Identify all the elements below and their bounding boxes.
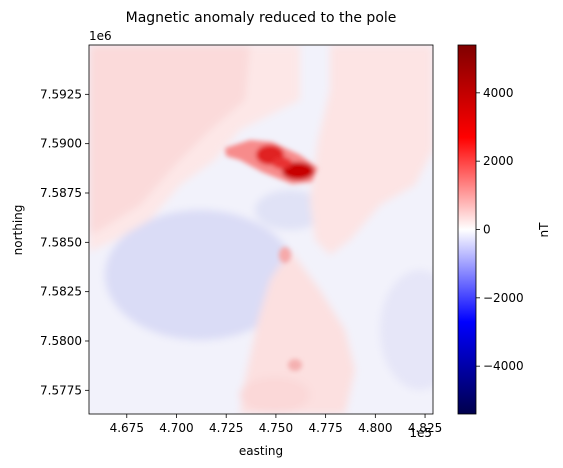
x-tick-label: 4.750 (259, 421, 293, 435)
y-axis: 7.5775 7.5800 7.5825 7.5850 7.5875 7.5900 7.59… (40, 87, 89, 397)
x-tick-label: 4.700 (159, 421, 193, 435)
y-tick-label: 7.5850 (40, 235, 82, 249)
y-tick-label: 7.5775 (40, 383, 82, 397)
colorbar-tick-label: −2000 (483, 291, 524, 305)
colorbar-tick-label: −4000 (483, 359, 524, 373)
colorbar-tick-label: 2000 (483, 154, 514, 168)
y-axis-label: northing (11, 205, 25, 256)
x-offset-label: 1e5 (409, 426, 432, 440)
colorbar-label: nT (537, 222, 551, 238)
plot-frame (88, 44, 434, 415)
x-tick-label: 4.800 (358, 421, 392, 435)
y-tick-label: 7.5900 (40, 137, 82, 151)
x-tick-label: 4.775 (308, 421, 342, 435)
x-axis: 4.675 4.700 4.725 4.750 4.775 4.800 4.825 (110, 414, 442, 435)
x-tick-label: 4.725 (209, 421, 243, 435)
y-tick-label: 7.5875 (40, 186, 82, 200)
y-tick-label: 7.5925 (40, 87, 82, 101)
y-tick-label: 7.5825 (40, 285, 82, 299)
x-axis-label: easting (239, 444, 283, 458)
colorbar-tick-label: 4000 (483, 86, 514, 100)
chart-title: Magnetic anomaly reduced to the pole (126, 10, 397, 26)
x-tick-label: 4.675 (110, 421, 144, 435)
x-tick-label: 4.825 (408, 421, 442, 435)
colorbar-ticks: −4000 −2000 0 2000 4000 (476, 86, 524, 373)
colorbar (457, 44, 477, 415)
y-tick-label: 7.5800 (40, 334, 82, 348)
y-offset-label: 1e6 (89, 29, 112, 43)
colorbar-tick-label: 0 (483, 223, 491, 237)
heatmap (89, 45, 433, 414)
